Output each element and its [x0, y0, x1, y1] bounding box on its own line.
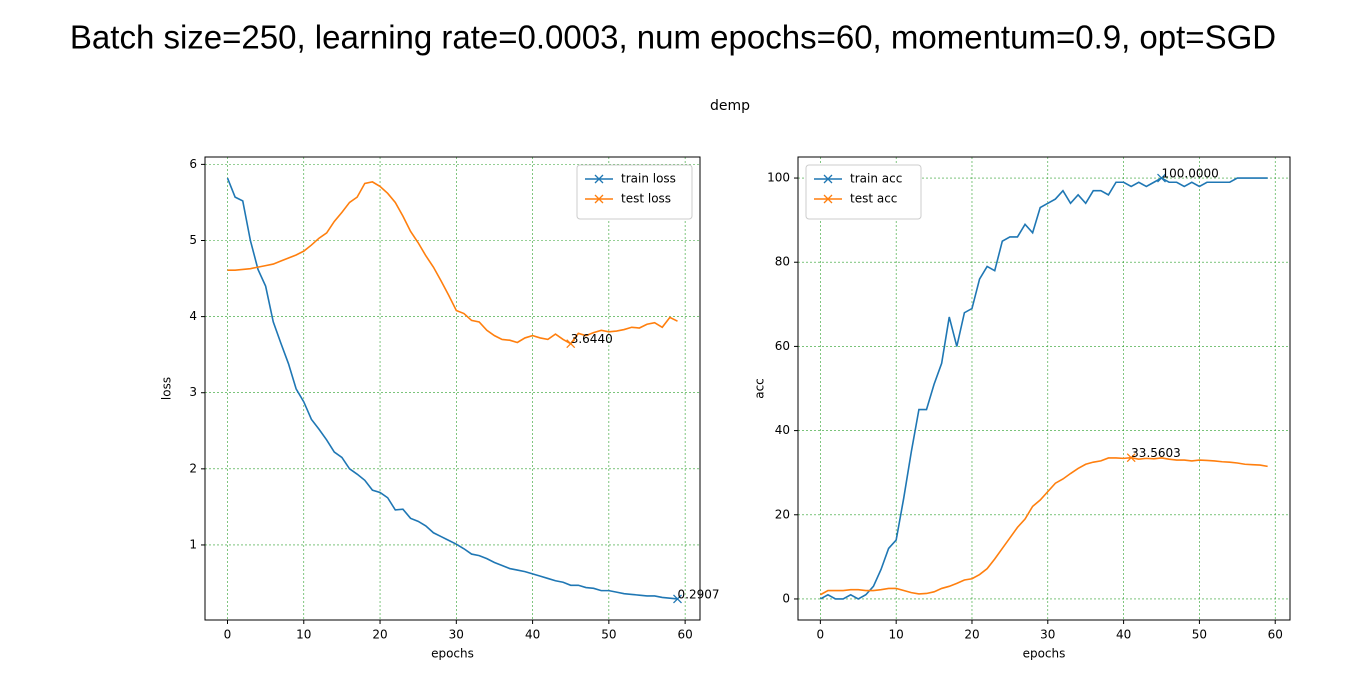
annotation-marker — [1157, 173, 1166, 183]
y-axis-label: acc — [753, 378, 767, 399]
annotation: 3.6440 — [571, 332, 613, 346]
y-tick-label: 100 — [767, 171, 790, 185]
y-tick-label: 4 — [189, 309, 197, 323]
annotation: 33.5603 — [1131, 446, 1181, 460]
axes-frame — [797, 156, 1291, 621]
x-axis-label: epochs — [431, 647, 474, 661]
x-tick-label: 10 — [889, 628, 904, 642]
series-line — [226, 177, 678, 600]
y-tick-label: 60 — [775, 339, 790, 353]
x-tick-label: 10 — [296, 628, 311, 642]
x-tick-label: 0 — [817, 628, 825, 642]
y-tick-label: 2 — [189, 461, 197, 475]
legend-marker — [823, 174, 833, 184]
x-tick-label: 60 — [1268, 628, 1283, 642]
legend-label: train loss — [621, 172, 676, 186]
y-tick-label: 5 — [189, 233, 197, 247]
legend-marker — [594, 194, 604, 204]
y-tick-label: 3 — [189, 385, 197, 399]
legend-label: test acc — [850, 192, 897, 206]
x-tick-label: 60 — [677, 628, 692, 642]
series-line — [819, 177, 1268, 600]
y-tick-label: 40 — [775, 423, 790, 437]
x-tick-label: 20 — [964, 628, 979, 642]
annotation: 100.0000 — [1162, 167, 1219, 181]
annotation-marker — [673, 594, 682, 604]
series-line — [819, 456, 1268, 596]
x-tick-label: 20 — [372, 628, 387, 642]
legend-marker — [823, 194, 833, 204]
x-tick-label: 0 — [224, 628, 232, 642]
slide-title: Batch size=250, learning rate=0.0003, nu… — [70, 19, 1276, 56]
legend-label: test loss — [621, 192, 671, 206]
x-tick-label: 50 — [1192, 628, 1207, 642]
x-tick-label: 40 — [525, 628, 540, 642]
x-tick-label: 30 — [1040, 628, 1055, 642]
x-tick-label: 30 — [449, 628, 464, 642]
annotation-marker — [566, 339, 576, 349]
annotation: 0.2907 — [678, 587, 720, 601]
y-tick-label: 80 — [775, 255, 790, 269]
legend-label: train acc — [850, 172, 902, 186]
axes-frame — [204, 156, 701, 621]
legend-marker — [594, 174, 604, 184]
x-axis-label: epochs — [1023, 647, 1066, 661]
y-tick-label: 1 — [189, 537, 197, 551]
x-tick-label: 50 — [601, 628, 616, 642]
y-axis-label: loss — [160, 377, 174, 400]
y-tick-label: 6 — [189, 157, 197, 171]
figure-title: demp — [710, 98, 750, 114]
annotation-marker — [1126, 453, 1136, 463]
y-tick-label: 0 — [782, 591, 790, 605]
x-tick-label: 40 — [1116, 628, 1131, 642]
series-line — [227, 181, 678, 345]
y-tick-label: 20 — [775, 507, 790, 521]
